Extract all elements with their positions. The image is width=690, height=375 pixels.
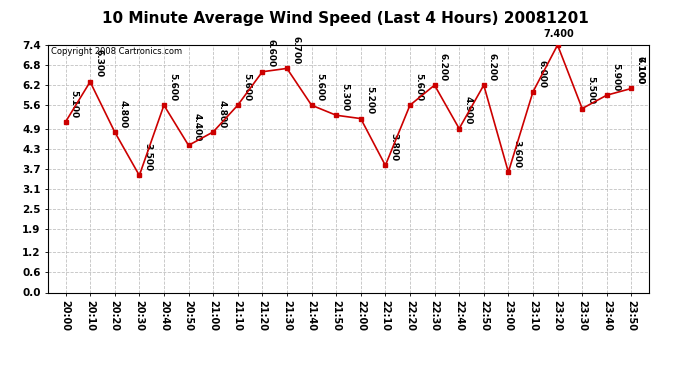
Text: 4.400: 4.400 [193, 113, 201, 141]
Text: 6.100: 6.100 [635, 56, 644, 84]
Text: 6.700: 6.700 [291, 36, 300, 64]
Text: 10 Minute Average Wind Speed (Last 4 Hours) 20081201: 10 Minute Average Wind Speed (Last 4 Hou… [101, 11, 589, 26]
Text: 4.800: 4.800 [217, 99, 226, 128]
Text: 6.200: 6.200 [439, 53, 448, 81]
Text: 4.800: 4.800 [119, 99, 128, 128]
Text: 6.200: 6.200 [488, 53, 497, 81]
Text: 5.100: 5.100 [70, 90, 79, 118]
Text: 5.300: 5.300 [340, 83, 349, 111]
Text: 3.800: 3.800 [390, 133, 399, 161]
Text: 3.600: 3.600 [513, 140, 522, 168]
Text: Copyright 2008 Cartronics.com: Copyright 2008 Cartronics.com [51, 48, 182, 57]
Text: 5.600: 5.600 [168, 73, 177, 101]
Text: 5.900: 5.900 [611, 63, 620, 91]
Text: 3.500: 3.500 [144, 143, 152, 171]
Text: 4.900: 4.900 [463, 96, 473, 124]
Text: 7.100: 7.100 [635, 56, 644, 84]
Text: 6.600: 6.600 [266, 39, 275, 68]
Text: 5.500: 5.500 [586, 76, 595, 104]
Text: 5.200: 5.200 [365, 86, 374, 114]
Text: 5.600: 5.600 [242, 73, 251, 101]
Text: 5.600: 5.600 [316, 73, 325, 101]
Text: 5.600: 5.600 [414, 73, 423, 101]
Text: 7.400: 7.400 [544, 30, 575, 39]
Text: 6.300: 6.300 [95, 50, 103, 78]
Text: 6.000: 6.000 [537, 60, 546, 88]
